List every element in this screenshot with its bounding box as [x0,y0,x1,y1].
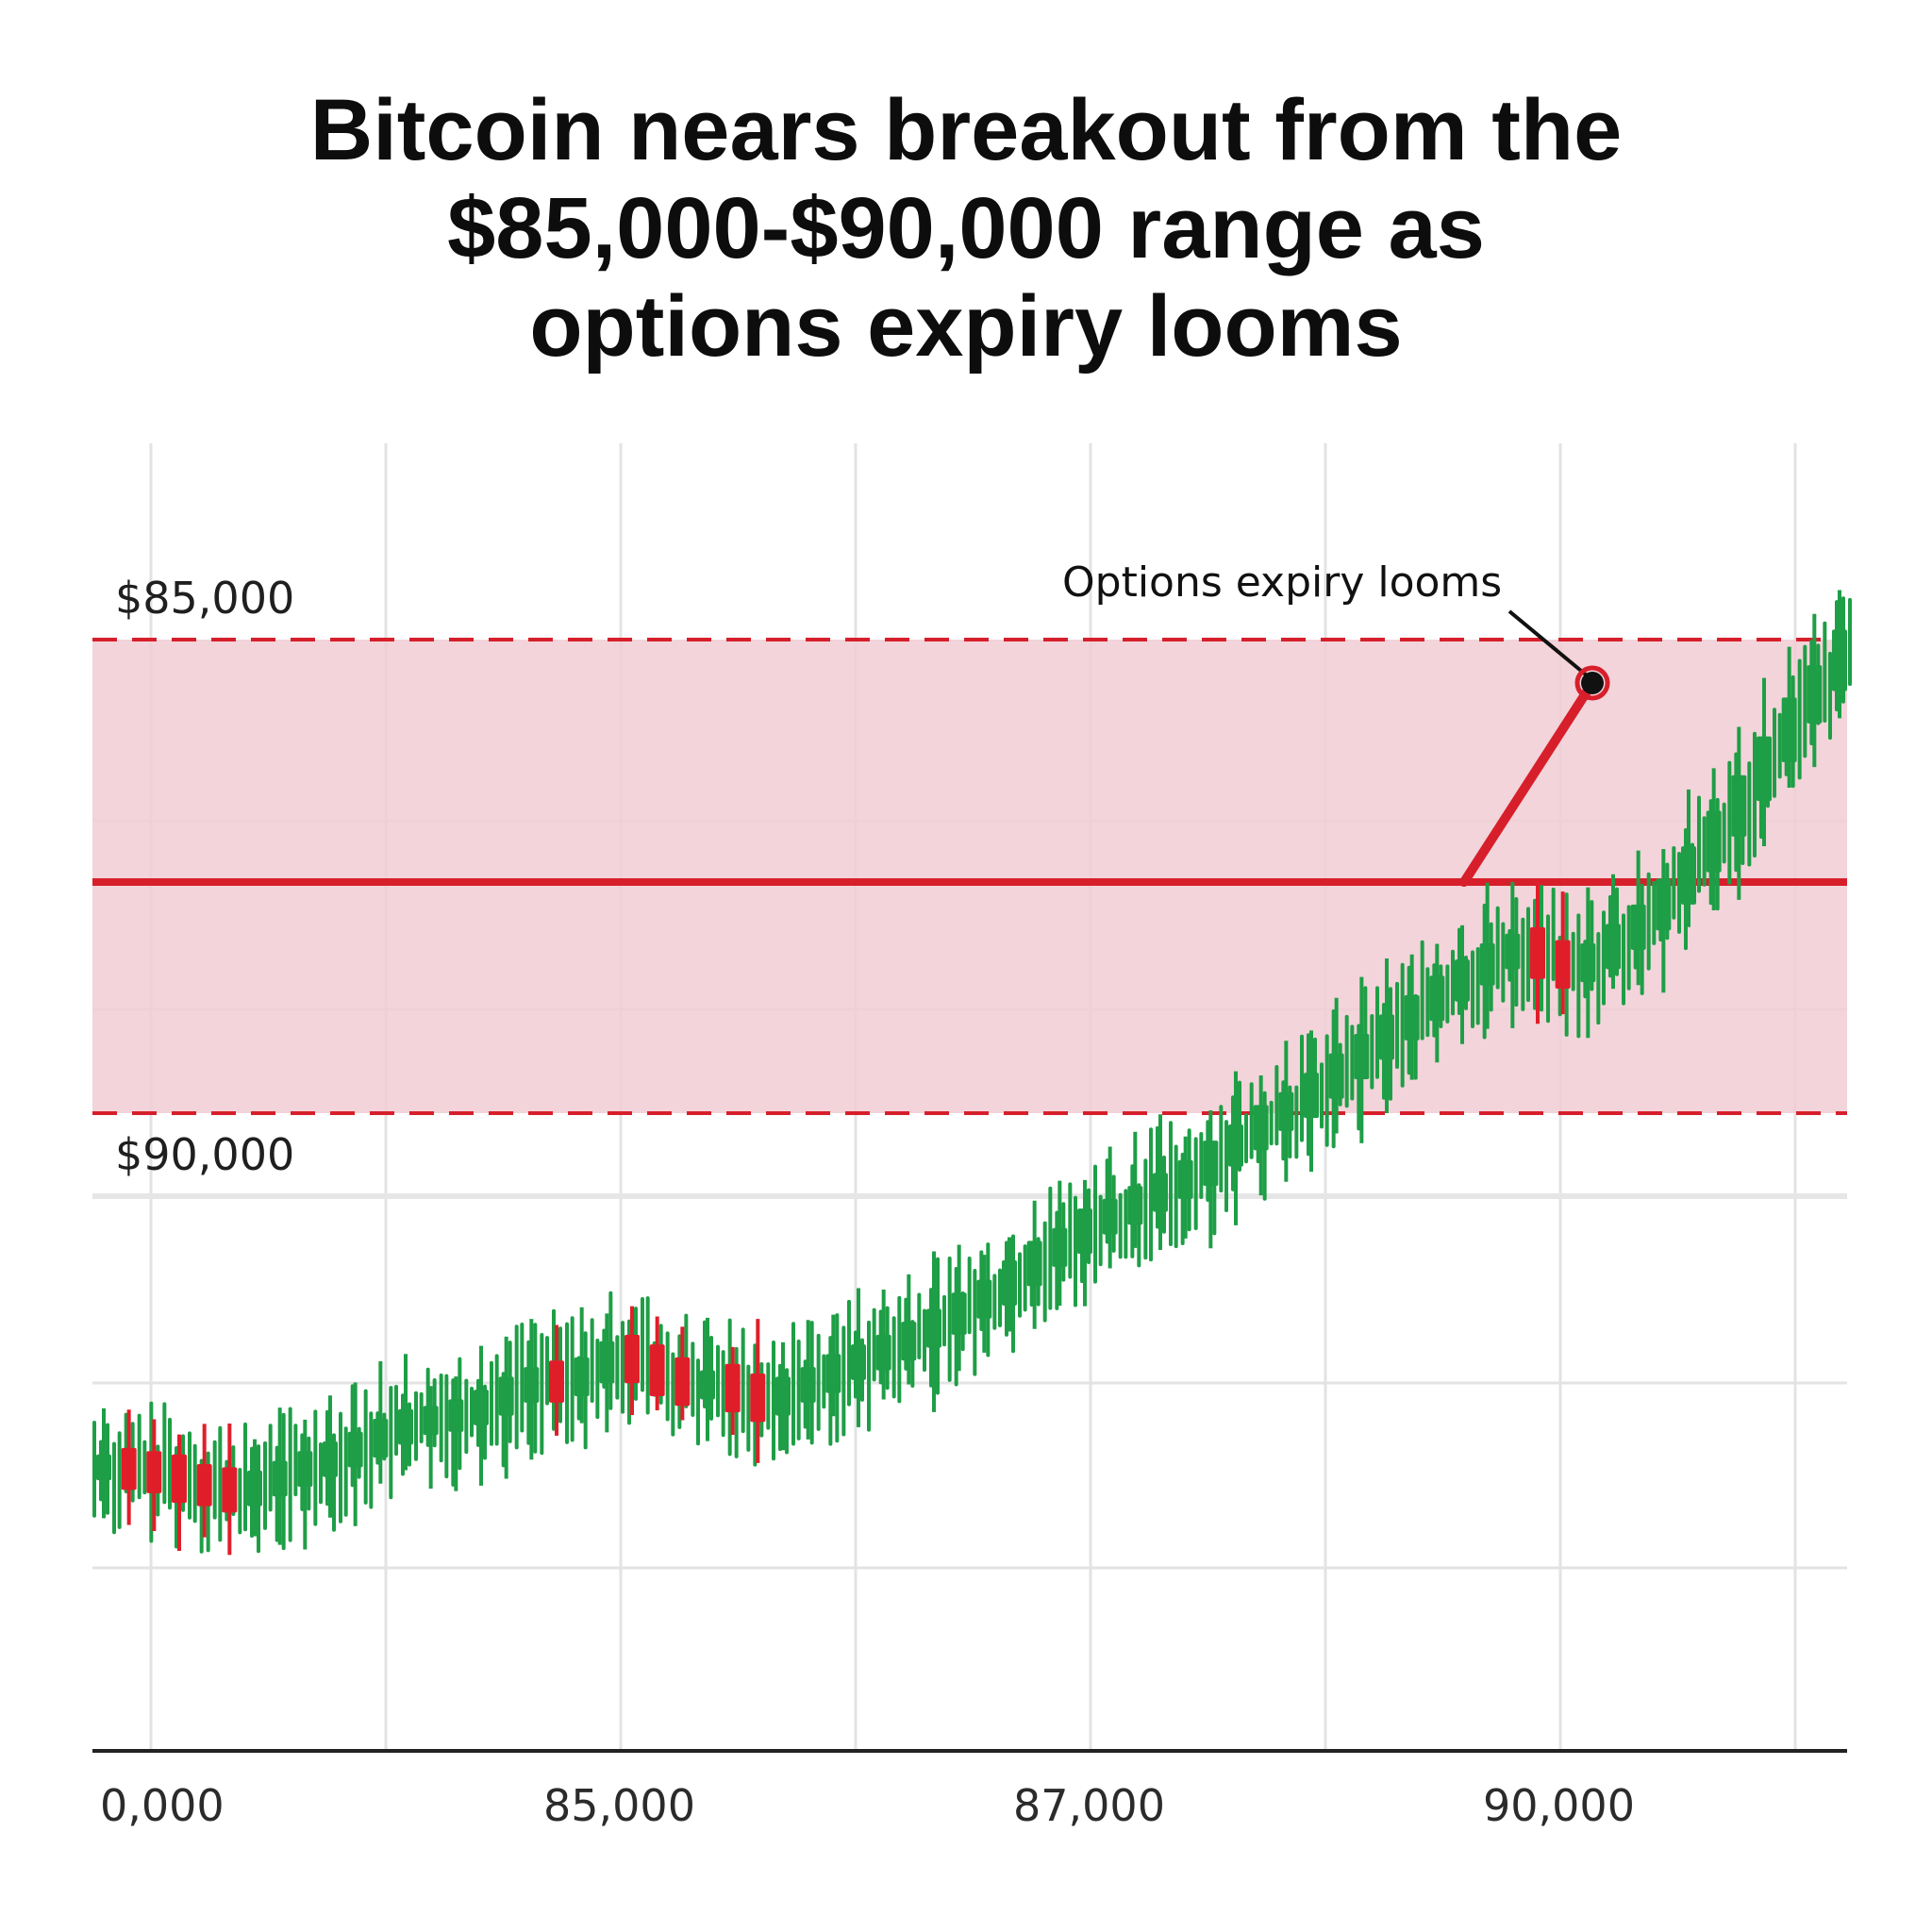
candle-body [1153,1173,1168,1212]
candle-body [474,1390,489,1425]
candle-body [1555,940,1571,989]
annotation-marker-dot [1581,672,1604,694]
candle-body [1455,959,1470,1002]
candle-body [1253,1105,1269,1151]
candle-body [423,1406,439,1436]
annotation-marker-ring [1574,665,1610,701]
candle-body [951,1292,967,1335]
candle-body [1781,697,1797,762]
range-lower-label: $90,000 [115,1129,294,1180]
candle-body [172,1454,187,1504]
candle-body [448,1399,464,1432]
candle-body [1757,736,1772,802]
candle-body [851,1344,866,1380]
chart-title-line-2: $85,000-$90,000 range as [447,180,1485,276]
candle-body [96,1454,111,1481]
candle-body [724,1363,741,1413]
candle-body [1606,924,1621,970]
candle-body [1630,904,1646,950]
x-axis-ticks: 0,000 85,000 87,000 90,000 [100,1780,1635,1831]
candle-body [1328,1053,1344,1099]
candle-body [625,1334,640,1384]
candle-body [347,1431,363,1468]
candle-body [1002,1260,1017,1306]
candle-body [1404,994,1420,1041]
candle-body [1077,1208,1092,1255]
candle-body [1479,943,1495,986]
candle-body [121,1447,137,1491]
candle-body [1203,1141,1219,1187]
candle-body [1832,629,1847,691]
chart-title-line-1: Bitcoin nears breakout from the [309,82,1623,178]
candle-body [498,1376,514,1416]
chart-title: Bitcoin nears breakout from the $85,000-… [0,81,1932,375]
x-tick-label: 90,000 [1483,1780,1635,1831]
candle-body [1580,943,1596,983]
candle-body [800,1367,816,1403]
candle-body [146,1451,162,1493]
candle-body [323,1441,338,1477]
x-tick-label: 0,000 [100,1780,225,1831]
candle-body [1026,1241,1042,1287]
chart-title-line-3: options expiry looms [529,278,1403,375]
candle-body [1807,665,1823,724]
candle-body [524,1367,540,1403]
candle-body [1505,933,1521,970]
candle-body [926,1308,941,1348]
candle-body [549,1360,564,1403]
annotation-label: Options expiry looms [1062,558,1502,607]
candle-body [1731,774,1747,837]
candle-body [222,1467,238,1513]
candle-body [1706,810,1722,873]
candle-body [1278,1091,1294,1131]
candle-body [750,1374,766,1423]
breakout-trend-line [1459,678,1597,887]
candle-body [901,1322,917,1361]
range-upper-label: $85,000 [115,573,294,624]
candle-body [1052,1227,1068,1267]
candle-body [1530,926,1545,979]
candle-body [700,1370,715,1400]
candle-body [1681,846,1696,905]
candle-body [1102,1198,1118,1235]
candle-body [825,1354,841,1393]
consolidation-range-band [92,640,1847,1113]
candle-body [1354,1034,1370,1079]
candle-body [1429,975,1445,1022]
candle-body [398,1408,413,1445]
candle-body [196,1464,212,1507]
candle-body [775,1376,791,1416]
candle-body [373,1419,389,1458]
candle-body [976,1279,992,1319]
candle-body [875,1334,891,1371]
x-tick-label: 85,000 [543,1780,695,1831]
candle-body [1304,1073,1319,1119]
candle-body [675,1357,691,1407]
candle-body [649,1344,665,1396]
candle-body [1127,1186,1143,1225]
candle-body [1656,878,1672,931]
candle-body [297,1451,313,1487]
candle-body [1228,1124,1243,1167]
candle-body [1177,1159,1193,1199]
candle-body [599,1341,615,1384]
candlestick-series [92,590,1852,1556]
annotation-pointer-line [1507,609,1589,677]
candle-body [1379,1014,1394,1060]
candle-body [574,1357,590,1396]
candle-body [272,1460,288,1497]
candle-body [247,1470,262,1507]
x-tick-label: 87,000 [1013,1780,1165,1831]
